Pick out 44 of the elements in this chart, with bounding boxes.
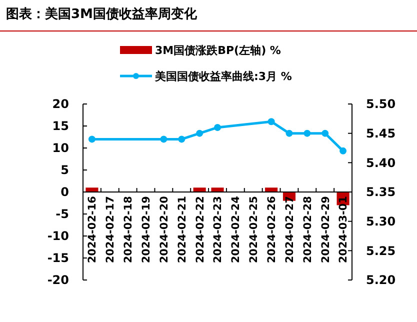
x-tick-label: 2024-02-16	[86, 196, 99, 264]
chart-title: 图表：美国3M国债收益率周变化	[6, 6, 198, 22]
point	[304, 130, 311, 137]
y-tick-label: 10	[52, 141, 69, 156]
y2-tick-label: 5.20	[366, 273, 396, 288]
x-tick-label: 2024-02-29	[320, 196, 332, 264]
y-tick-label: -20	[47, 273, 69, 288]
point	[88, 136, 96, 143]
point	[160, 136, 168, 143]
x-tick-label: 2024-02-17	[104, 196, 117, 264]
point	[322, 130, 329, 137]
x-tick-label: 2024-02-25	[248, 196, 260, 264]
x-tick-label: 2024-03-01	[338, 196, 350, 264]
y-tick-label: 15	[52, 119, 69, 134]
x-tick-label: 2024-02-27	[284, 196, 296, 264]
point	[196, 130, 204, 137]
x-tick-label: 2024-02-24	[230, 196, 242, 264]
y2-tick-label: 5.30	[366, 214, 396, 229]
legend-label: 3M国债涨跌BP(左轴) %	[155, 44, 281, 57]
x-tick-label: 2024-02-26	[266, 196, 278, 264]
point	[340, 147, 347, 154]
y-tick-label: 20	[52, 97, 69, 112]
y-tick-label: 5	[60, 163, 69, 178]
y-tick-label: 0	[60, 185, 69, 200]
x-tick-label: 2024-02-28	[302, 196, 314, 264]
x-tick-label: 2024-02-18	[122, 196, 135, 264]
y-tick-label: -5	[56, 207, 69, 222]
point	[286, 130, 293, 137]
y2-tick-label: 5.45	[366, 126, 396, 141]
point	[214, 124, 221, 131]
point	[178, 136, 186, 143]
y-tick-label: -10	[47, 229, 69, 244]
y2-tick-label: 5.50	[366, 97, 396, 112]
y2-tick-label: 5.35	[366, 185, 396, 200]
y-tick-label: -15	[47, 251, 69, 266]
x-tick-label: 2024-02-20	[158, 196, 170, 264]
x-tick-label: 2024-02-22	[194, 196, 206, 264]
y2-tick-label: 5.40	[366, 156, 396, 170]
legend-label: 美国国债收益率曲线:3月 %	[154, 70, 292, 83]
x-tick-label: 2024-02-21	[176, 196, 188, 264]
x-tick-label: 2024-02-23	[212, 196, 224, 264]
y2-tick-label: 5.25	[366, 244, 396, 258]
x-tick-label: 2024-02-19	[140, 196, 152, 264]
point	[268, 118, 275, 126]
